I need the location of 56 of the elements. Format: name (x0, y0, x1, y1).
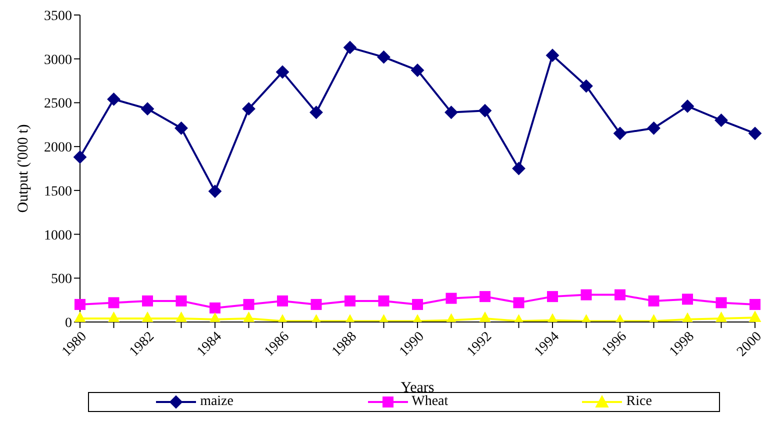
point (344, 40, 356, 54)
point (681, 100, 694, 113)
point (243, 298, 254, 310)
point (478, 104, 492, 118)
point (750, 298, 760, 310)
point (513, 297, 524, 308)
point (412, 298, 423, 310)
point (142, 295, 153, 306)
point (748, 126, 762, 140)
point (208, 184, 222, 198)
point (480, 291, 490, 302)
legend-label: maize (200, 394, 234, 410)
point (446, 292, 457, 304)
point (310, 106, 323, 119)
point (74, 150, 86, 164)
point (210, 302, 220, 314)
y-tick-label: 500 (51, 272, 72, 288)
point (242, 102, 256, 116)
point (647, 122, 660, 135)
point (176, 295, 187, 306)
point (411, 64, 424, 77)
point (546, 48, 559, 62)
point (748, 311, 762, 322)
y-axis-title: Output ('000 t) (15, 124, 32, 213)
point (648, 295, 660, 306)
y-tick-label: 2000 (44, 140, 72, 156)
y-tick-label: 2500 (44, 96, 72, 112)
point (614, 289, 626, 300)
x-axis-title: Years (400, 380, 434, 396)
y-tick-label: 3000 (44, 52, 72, 68)
point (344, 295, 356, 306)
y-tick-label: 1000 (44, 228, 72, 244)
point (580, 80, 593, 93)
point (378, 295, 390, 306)
point (310, 298, 322, 310)
legend-label: Rice (626, 394, 652, 410)
point (107, 92, 120, 106)
point (580, 289, 592, 300)
point (141, 102, 154, 116)
point (512, 162, 526, 175)
point (714, 114, 728, 127)
point (276, 66, 289, 79)
y-tick-label: 3500 (44, 8, 72, 24)
legend-label: Wheat (412, 394, 448, 410)
point (444, 106, 458, 119)
point (614, 126, 626, 140)
point (377, 50, 390, 64)
point (682, 294, 693, 305)
point (547, 291, 558, 302)
point (108, 297, 120, 308)
y-tick-label: 1500 (44, 184, 72, 200)
point (174, 122, 188, 135)
point (716, 297, 727, 308)
point (74, 298, 86, 310)
point (277, 295, 288, 306)
y-tick-label: 0 (65, 316, 72, 331)
